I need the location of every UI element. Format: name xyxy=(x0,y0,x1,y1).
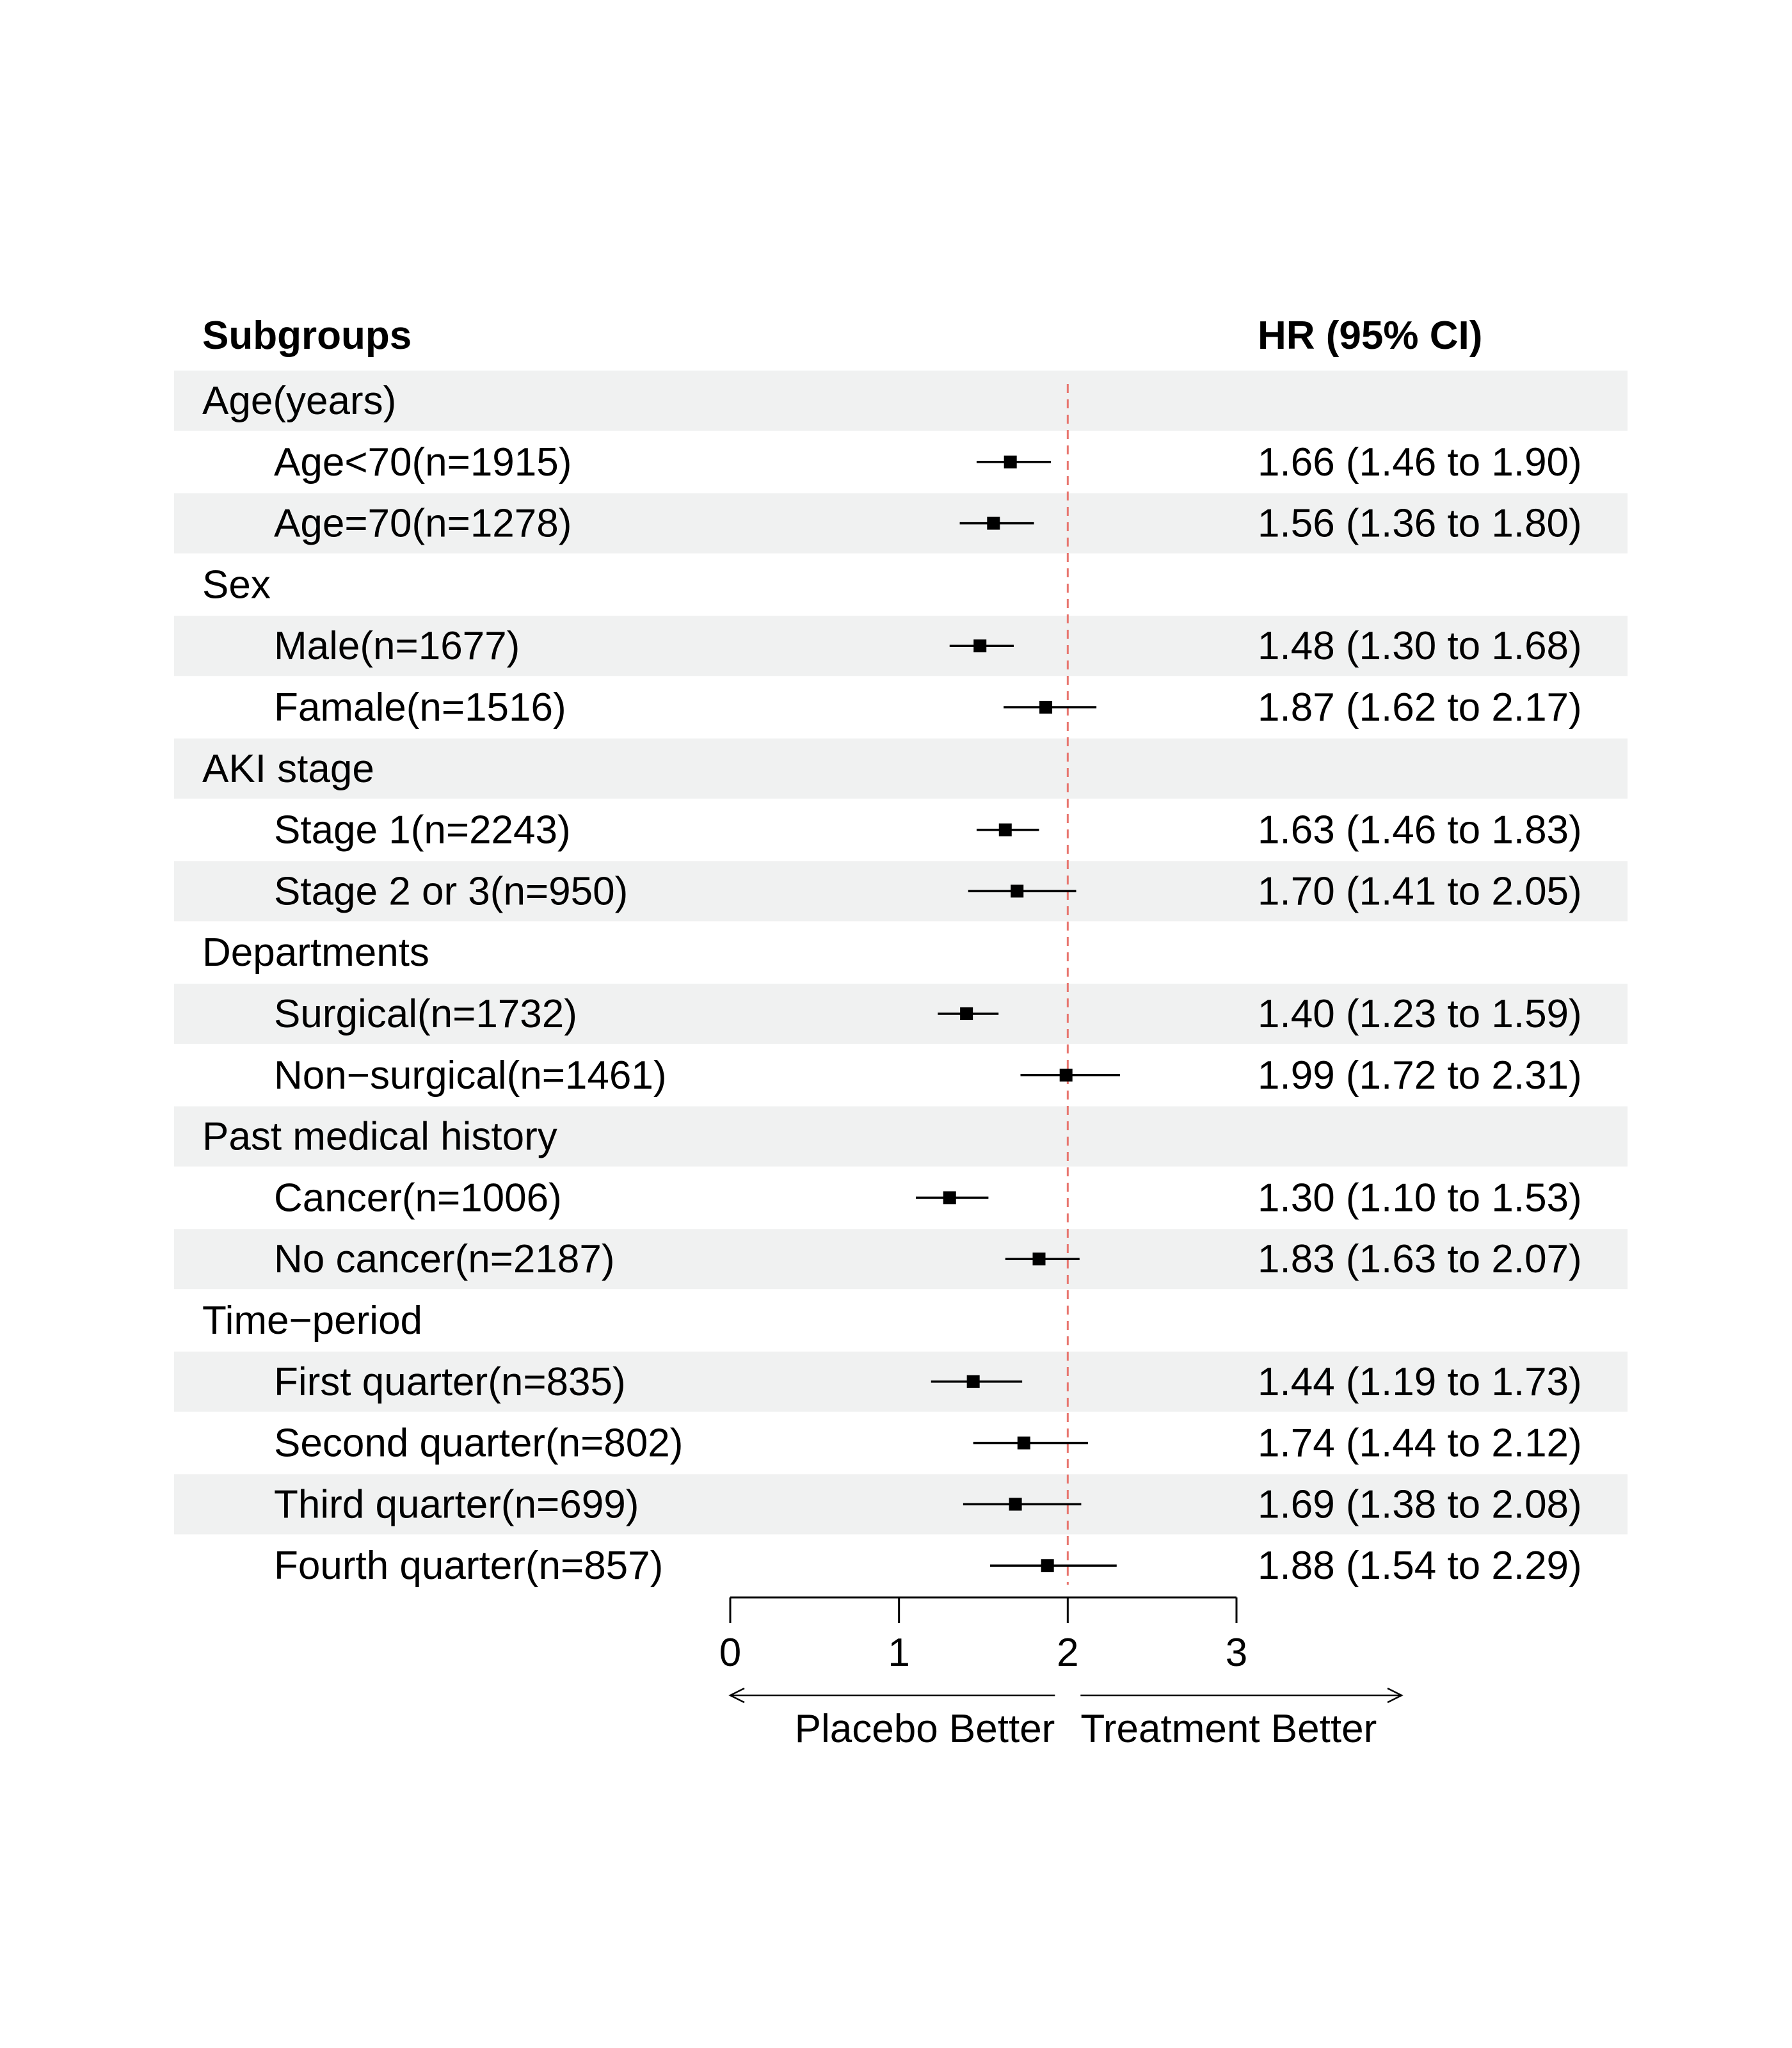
row-bands xyxy=(174,371,1628,1535)
hr-marker xyxy=(1004,455,1017,468)
hr-ci-text: 1.44 (1.19 to 1.73) xyxy=(1258,1360,1582,1404)
hr-marker xyxy=(987,516,1000,530)
subgroup-label: Non−surgical(n=1461) xyxy=(274,1053,667,1098)
subgroup-label: Stage 2 or 3(n=950) xyxy=(274,869,628,913)
subgroups-header: Subgroups xyxy=(202,314,412,358)
hr-ci-text: 1.99 (1.72 to 2.31) xyxy=(1258,1053,1582,1098)
x-axis: 0 1 2 3 Placebo Better Treatment Better xyxy=(719,1596,1404,1751)
hr-ci-text: 1.40 (1.23 to 1.59) xyxy=(1258,992,1582,1036)
hr-marker xyxy=(966,1375,980,1388)
group-label: Age(years) xyxy=(202,379,396,423)
hr-marker xyxy=(960,1007,973,1020)
hr-marker xyxy=(1017,1436,1030,1450)
group-label: Past medical history xyxy=(202,1115,557,1159)
axis-tick-label: 2 xyxy=(1057,1631,1078,1675)
hr-ci-text: 1.30 (1.10 to 1.53) xyxy=(1258,1176,1582,1220)
row-band xyxy=(174,1229,1628,1290)
subgroup-label: Second quarter(n=802) xyxy=(274,1421,683,1466)
placebo-better-label: Placebo Better xyxy=(795,1707,1055,1751)
ci-marks xyxy=(916,455,1121,1572)
hr-marker xyxy=(998,823,1012,836)
left-arrowhead xyxy=(728,1687,745,1704)
hr-ci-text: 1.74 (1.44 to 2.12) xyxy=(1258,1421,1582,1466)
row-band xyxy=(174,616,1628,676)
hr-marker xyxy=(1041,1559,1054,1572)
axis-tick-label: 3 xyxy=(1226,1631,1247,1675)
treatment-better-label: Treatment Better xyxy=(1080,1707,1377,1751)
hr-ci-text: 1.63 (1.46 to 1.83) xyxy=(1258,808,1582,852)
group-label: AKI stage xyxy=(202,747,374,791)
hr-ci-text: 1.56 (1.36 to 1.80) xyxy=(1258,502,1582,546)
row-band xyxy=(174,738,1628,799)
subgroup-label: No cancer(n=2187) xyxy=(274,1237,614,1281)
hr-ci-text: 1.70 (1.41 to 2.05) xyxy=(1258,869,1582,913)
right-arrowhead xyxy=(1387,1687,1404,1704)
hr-header: HR (95% CI) xyxy=(1258,314,1482,358)
row-band xyxy=(174,371,1628,431)
subgroup-label: Male(n=1677) xyxy=(274,624,520,668)
hr-ci-text: 1.88 (1.54 to 2.29) xyxy=(1258,1544,1582,1588)
subgroup-label: Stage 1(n=2243) xyxy=(274,808,571,852)
hr-marker xyxy=(943,1191,956,1204)
subgroup-label: Cancer(n=1006) xyxy=(274,1176,562,1220)
hr-marker xyxy=(1032,1252,1046,1266)
hr-marker xyxy=(1009,1498,1022,1511)
group-label: Sex xyxy=(202,563,271,607)
hr-marker xyxy=(1039,701,1053,714)
hr-ci-text: 1.87 (1.62 to 2.17) xyxy=(1258,685,1582,730)
subgroup-label: Fourth quarter(n=857) xyxy=(274,1544,663,1588)
row-band xyxy=(174,1474,1628,1535)
group-label: Departments xyxy=(202,931,429,975)
hr-marker xyxy=(973,639,987,653)
subgroup-label: Age<70(n=1915) xyxy=(274,440,572,484)
hr-ci-text: 1.48 (1.30 to 1.68) xyxy=(1258,624,1582,668)
row-band xyxy=(174,861,1628,922)
hr-ci-text: 1.66 (1.46 to 1.90) xyxy=(1258,440,1582,484)
hr-marker xyxy=(1059,1068,1073,1082)
row-band xyxy=(174,1351,1628,1412)
subgroup-label: Surgical(n=1732) xyxy=(274,992,577,1036)
hr-ci-text: 1.83 (1.63 to 2.07) xyxy=(1258,1237,1582,1281)
row-band xyxy=(174,984,1628,1044)
row-band xyxy=(174,493,1628,554)
group-label: Time−period xyxy=(202,1299,422,1343)
axis-tick-label: 0 xyxy=(719,1631,741,1675)
hr-marker xyxy=(1011,884,1024,898)
subgroup-label: Third quarter(n=699) xyxy=(274,1482,639,1526)
hr-ci-text: 1.69 (1.38 to 2.08) xyxy=(1258,1482,1582,1526)
subgroup-label: Age=70(n=1278) xyxy=(274,502,572,546)
subgroup-label: Famale(n=1516) xyxy=(274,685,566,730)
axis-tick-label: 1 xyxy=(888,1631,909,1675)
row-band xyxy=(174,1106,1628,1167)
row-labels: Age(years) Age<70(n=1915) 1.66 (1.46 to 1.… xyxy=(202,379,1582,1588)
subgroup-label: First quarter(n=835) xyxy=(274,1360,626,1404)
